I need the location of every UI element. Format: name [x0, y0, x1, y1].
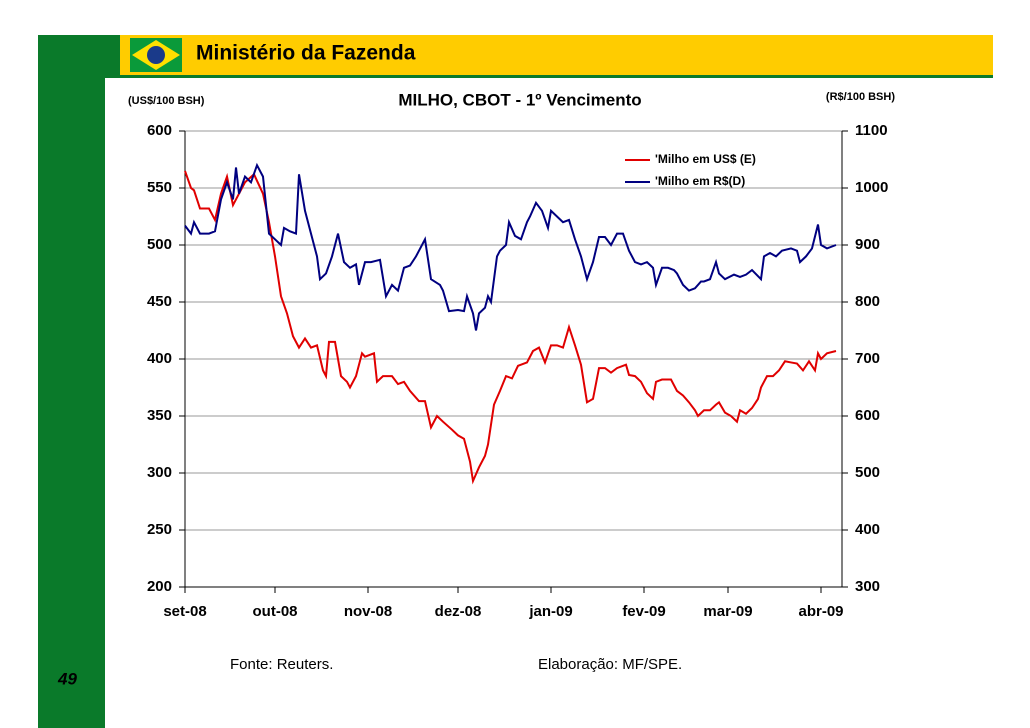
y2-tick-label: 1000 [855, 179, 888, 196]
y2-axis-label: (R$/100 BSH) [826, 91, 895, 103]
y-tick-label: 550 [147, 179, 172, 196]
legend-label: 'Milho em R$(D) [655, 174, 745, 188]
header-rule [105, 75, 993, 78]
x-tick-label: out-08 [253, 603, 298, 620]
y2-tick-label: 800 [855, 293, 880, 310]
y2-tick-label: 300 [855, 578, 880, 595]
y-tick-label: 250 [147, 521, 172, 538]
x-tick-label: abr-09 [798, 603, 843, 620]
y-tick-label: 450 [147, 293, 172, 310]
legend-label: 'Milho em US$ (E) [655, 152, 756, 166]
y-tick-label: 500 [147, 236, 172, 253]
y2-tick-label: 500 [855, 464, 880, 481]
x-tick-label: mar-09 [703, 603, 752, 620]
header-bar [105, 35, 993, 77]
series-line [184, 170, 837, 485]
y2-tick-label: 900 [855, 236, 880, 253]
flag-icon [130, 38, 182, 72]
series-line [184, 162, 837, 331]
chart-title: MILHO, CBOT - 1º Vencimento [398, 90, 641, 109]
y-tick-label: 400 [147, 350, 172, 367]
header-title: Ministério da Fazenda [196, 42, 416, 65]
page-number: 49 [57, 669, 77, 688]
x-tick-label: set-08 [163, 603, 206, 620]
x-tick-label: fev-09 [622, 603, 665, 620]
credit-note: Elaboração: MF/SPE. [538, 656, 682, 673]
x-tick-label: jan-09 [528, 603, 572, 620]
y2-tick-label: 1100 [855, 122, 888, 139]
header-accent [105, 35, 120, 77]
y-tick-label: 200 [147, 578, 172, 595]
source-note: Fonte: Reuters. [230, 656, 333, 673]
side-strip [38, 35, 105, 728]
y2-tick-label: 400 [855, 521, 880, 538]
y2-tick-label: 600 [855, 407, 880, 424]
y2-tick-label: 700 [855, 350, 880, 367]
y-tick-label: 300 [147, 464, 172, 481]
y-tick-label: 350 [147, 407, 172, 424]
x-tick-label: nov-08 [344, 603, 392, 620]
y-tick-label: 600 [147, 122, 172, 139]
x-tick-label: dez-08 [435, 603, 482, 620]
y-axis-label: (US$/100 BSH) [128, 95, 205, 107]
